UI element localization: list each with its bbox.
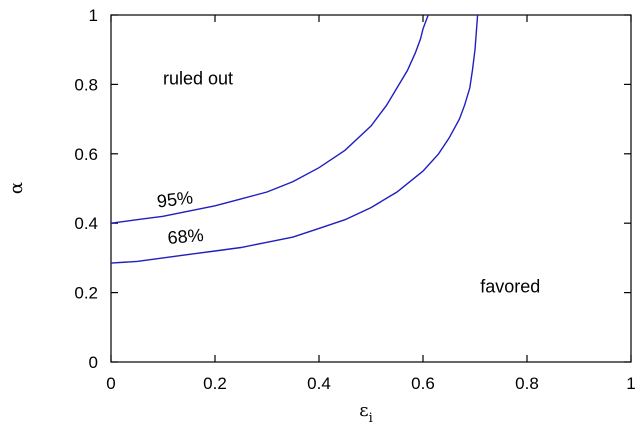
annotation-label68: 68% — [167, 225, 205, 248]
y-tick-label: 0.8 — [74, 75, 98, 94]
annotation-ruled-out: ruled out — [163, 68, 233, 88]
annotation-favored: favored — [480, 277, 540, 297]
series-curves — [110, 14, 479, 264]
x-axis-label-subscript: i — [369, 411, 373, 426]
x-tick-label: 0.2 — [203, 374, 227, 393]
y-tick-label: 0.6 — [74, 145, 98, 164]
annotation-label95: 95% — [156, 187, 194, 211]
x-tick-label: 0.6 — [411, 374, 435, 393]
x-axis-label: εi — [359, 400, 373, 426]
x-tick-label: 0.8 — [515, 374, 539, 393]
y-tick-label: 1 — [89, 6, 98, 25]
series-line-68 — [110, 14, 479, 264]
x-tick-labels: 0 0.2 0.4 0.6 0.8 1 — [106, 374, 635, 393]
x-axis-label-main: ε — [359, 400, 368, 421]
y-axis-label: α — [6, 182, 27, 194]
plot-frame — [110, 14, 632, 363]
x-tick-label: 0.4 — [307, 374, 331, 393]
y-tick-label: 0.4 — [74, 214, 98, 233]
series-line-95 — [110, 14, 429, 224]
y-tick-label: 0 — [89, 353, 98, 372]
y-tick-labels: 0 0.2 0.4 0.6 0.8 1 — [74, 6, 98, 372]
y-tick-label: 0.2 — [74, 284, 98, 303]
x-tick-label: 0 — [106, 374, 115, 393]
x-tick-label: 1 — [626, 374, 635, 393]
annotations: ruled out favored 95% 68% — [156, 68, 540, 296]
